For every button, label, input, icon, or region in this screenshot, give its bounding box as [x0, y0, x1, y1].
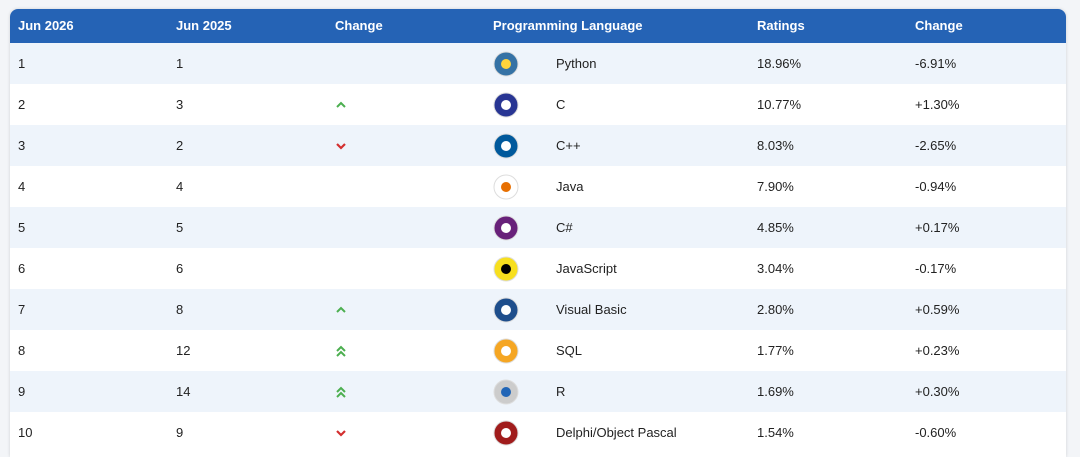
rating-change: +1.30%: [915, 97, 960, 112]
table-row: 2 3 C 10.77% +1.30%: [10, 84, 1066, 125]
rank-2025: 2: [176, 138, 184, 153]
language-icon: [493, 133, 519, 164]
rating-change: -0.60%: [915, 425, 957, 440]
header-cell: Change: [915, 18, 963, 33]
language: R: [556, 384, 566, 399]
rank-2025: 8: [176, 302, 184, 317]
change-arrow: [336, 344, 346, 362]
language-icon: [493, 51, 519, 82]
header-cell: Ratings: [757, 18, 805, 33]
table-row: 6 6 JavaScript 3.04% -0.17%: [10, 248, 1066, 289]
rank-2025: 6: [176, 261, 184, 276]
rating-change: -2.65%: [915, 138, 957, 153]
header-cell: Programming Language: [493, 18, 643, 33]
rank-2026: 4: [18, 179, 26, 194]
language-icon: [493, 215, 519, 246]
language-icon: [493, 92, 519, 123]
header-cell: Jun 2025: [176, 18, 232, 33]
rank-2025: 1: [176, 56, 184, 71]
language-icon: [493, 297, 519, 328]
language: Delphi/Object Pascal: [556, 425, 677, 440]
rank-2026: 8: [18, 343, 26, 358]
rank-2025: 4: [176, 179, 184, 194]
language: JavaScript: [556, 261, 617, 276]
rating: 4.85%: [757, 220, 794, 235]
rank-2026: 6: [18, 261, 26, 276]
change-arrow: [336, 139, 346, 157]
rank-2026: 1: [18, 56, 26, 71]
table-row: 3 2 C++ 8.03% -2.65%: [10, 125, 1066, 166]
table-row: 1 1 Python 18.96% -6.91%: [10, 43, 1066, 84]
rating: 3.04%: [757, 261, 794, 276]
rank-2025: 3: [176, 97, 184, 112]
rank-2026: 9: [18, 384, 26, 399]
rating-change: -0.94%: [915, 179, 957, 194]
language: C++: [556, 138, 581, 153]
language-icon: [493, 174, 519, 205]
language: Visual Basic: [556, 302, 627, 317]
change-arrow: [336, 426, 346, 444]
rating-change: -0.17%: [915, 261, 957, 276]
rating: 1.54%: [757, 425, 794, 440]
table-row: 7 8 Visual Basic 2.80% +0.59%: [10, 289, 1066, 330]
rating: 8.03%: [757, 138, 794, 153]
change-arrow: [336, 303, 346, 321]
rank-2026: 7: [18, 302, 26, 317]
rating: 18.96%: [757, 56, 802, 71]
rank-2026: 5: [18, 220, 26, 235]
change-arrow: [336, 385, 346, 403]
table-row: 9 14 R 1.69% +0.30%: [10, 371, 1066, 412]
rank-2025: 5: [176, 220, 184, 235]
rank-2026: 10: [18, 425, 33, 440]
rating-change: +0.30%: [915, 384, 960, 399]
rating: 7.90%: [757, 179, 794, 194]
table-row: 10 9 Delphi/Object Pascal 1.54% -0.60%: [10, 412, 1066, 453]
language: C: [556, 97, 566, 112]
rank-2026: 2: [18, 97, 26, 112]
rating: 2.80%: [757, 302, 794, 317]
language: C#: [556, 220, 573, 235]
rating: 1.77%: [757, 343, 794, 358]
table-row: 4 4 Java 7.90% -0.94%: [10, 166, 1066, 207]
language: Python: [556, 56, 597, 71]
header-cell: Change: [335, 18, 383, 33]
language: Java: [556, 179, 584, 194]
rating-change: +0.23%: [915, 343, 960, 358]
language-icon: [493, 420, 519, 451]
rank-2026: 3: [18, 138, 26, 153]
header-cell: Jun 2026: [18, 18, 74, 33]
table-row: 8 12 SQL 1.77% +0.23%: [10, 330, 1066, 371]
ranking-table: Jun 2026 Jun 2025 Change Programming Langua…: [10, 9, 1066, 457]
rating: 1.69%: [757, 384, 794, 399]
language: SQL: [556, 343, 583, 358]
rating-change: -6.91%: [915, 56, 957, 71]
rating-change: +0.17%: [915, 220, 960, 235]
rank-2025: 14: [176, 384, 191, 399]
rank-2025: 12: [176, 343, 191, 358]
language-icon: [493, 256, 519, 287]
rating: 10.77%: [757, 97, 802, 112]
table-row: 5 5 C# 4.85% +0.17%: [10, 207, 1066, 248]
table-header: Jun 2026 Jun 2025 Change Programming Langua…: [10, 9, 1066, 43]
language-icon: [493, 379, 519, 410]
rank-2025: 9: [176, 425, 184, 440]
rating-change: +0.59%: [915, 302, 960, 317]
change-arrow: [336, 98, 346, 116]
language-icon: [493, 338, 519, 369]
